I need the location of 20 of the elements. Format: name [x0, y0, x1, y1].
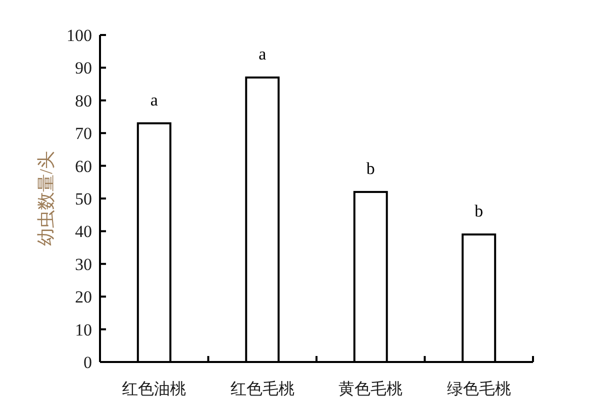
annotation: a: [258, 44, 267, 64]
y-tick-label: 10: [75, 320, 92, 340]
y-tick-label: 0: [84, 352, 92, 372]
x-tick-label: 红色油桃: [122, 380, 186, 398]
x-tick-label: 红色毛桃: [230, 380, 294, 398]
y-tick-label: 100: [66, 26, 92, 45]
x-tick-label: 黄色毛桃: [338, 380, 403, 398]
y-tick-label: 90: [75, 58, 92, 78]
annotation: a: [150, 90, 158, 110]
y-tick-label: 60: [75, 156, 92, 176]
annotation: b: [366, 158, 375, 178]
annotation: b: [474, 201, 484, 220]
y-tick-label: 80: [75, 91, 92, 110]
y-axis-title: 幼虫数量/头: [36, 150, 56, 246]
y-tick-label: 50: [75, 189, 92, 208]
y-tick-label: 70: [75, 124, 92, 144]
x-tick-label: 绿色毛桃: [446, 380, 511, 398]
y-tick-label: 40: [75, 222, 92, 242]
y-tick-label: 20: [75, 288, 92, 307]
y-tick-label: 30: [75, 254, 92, 274]
